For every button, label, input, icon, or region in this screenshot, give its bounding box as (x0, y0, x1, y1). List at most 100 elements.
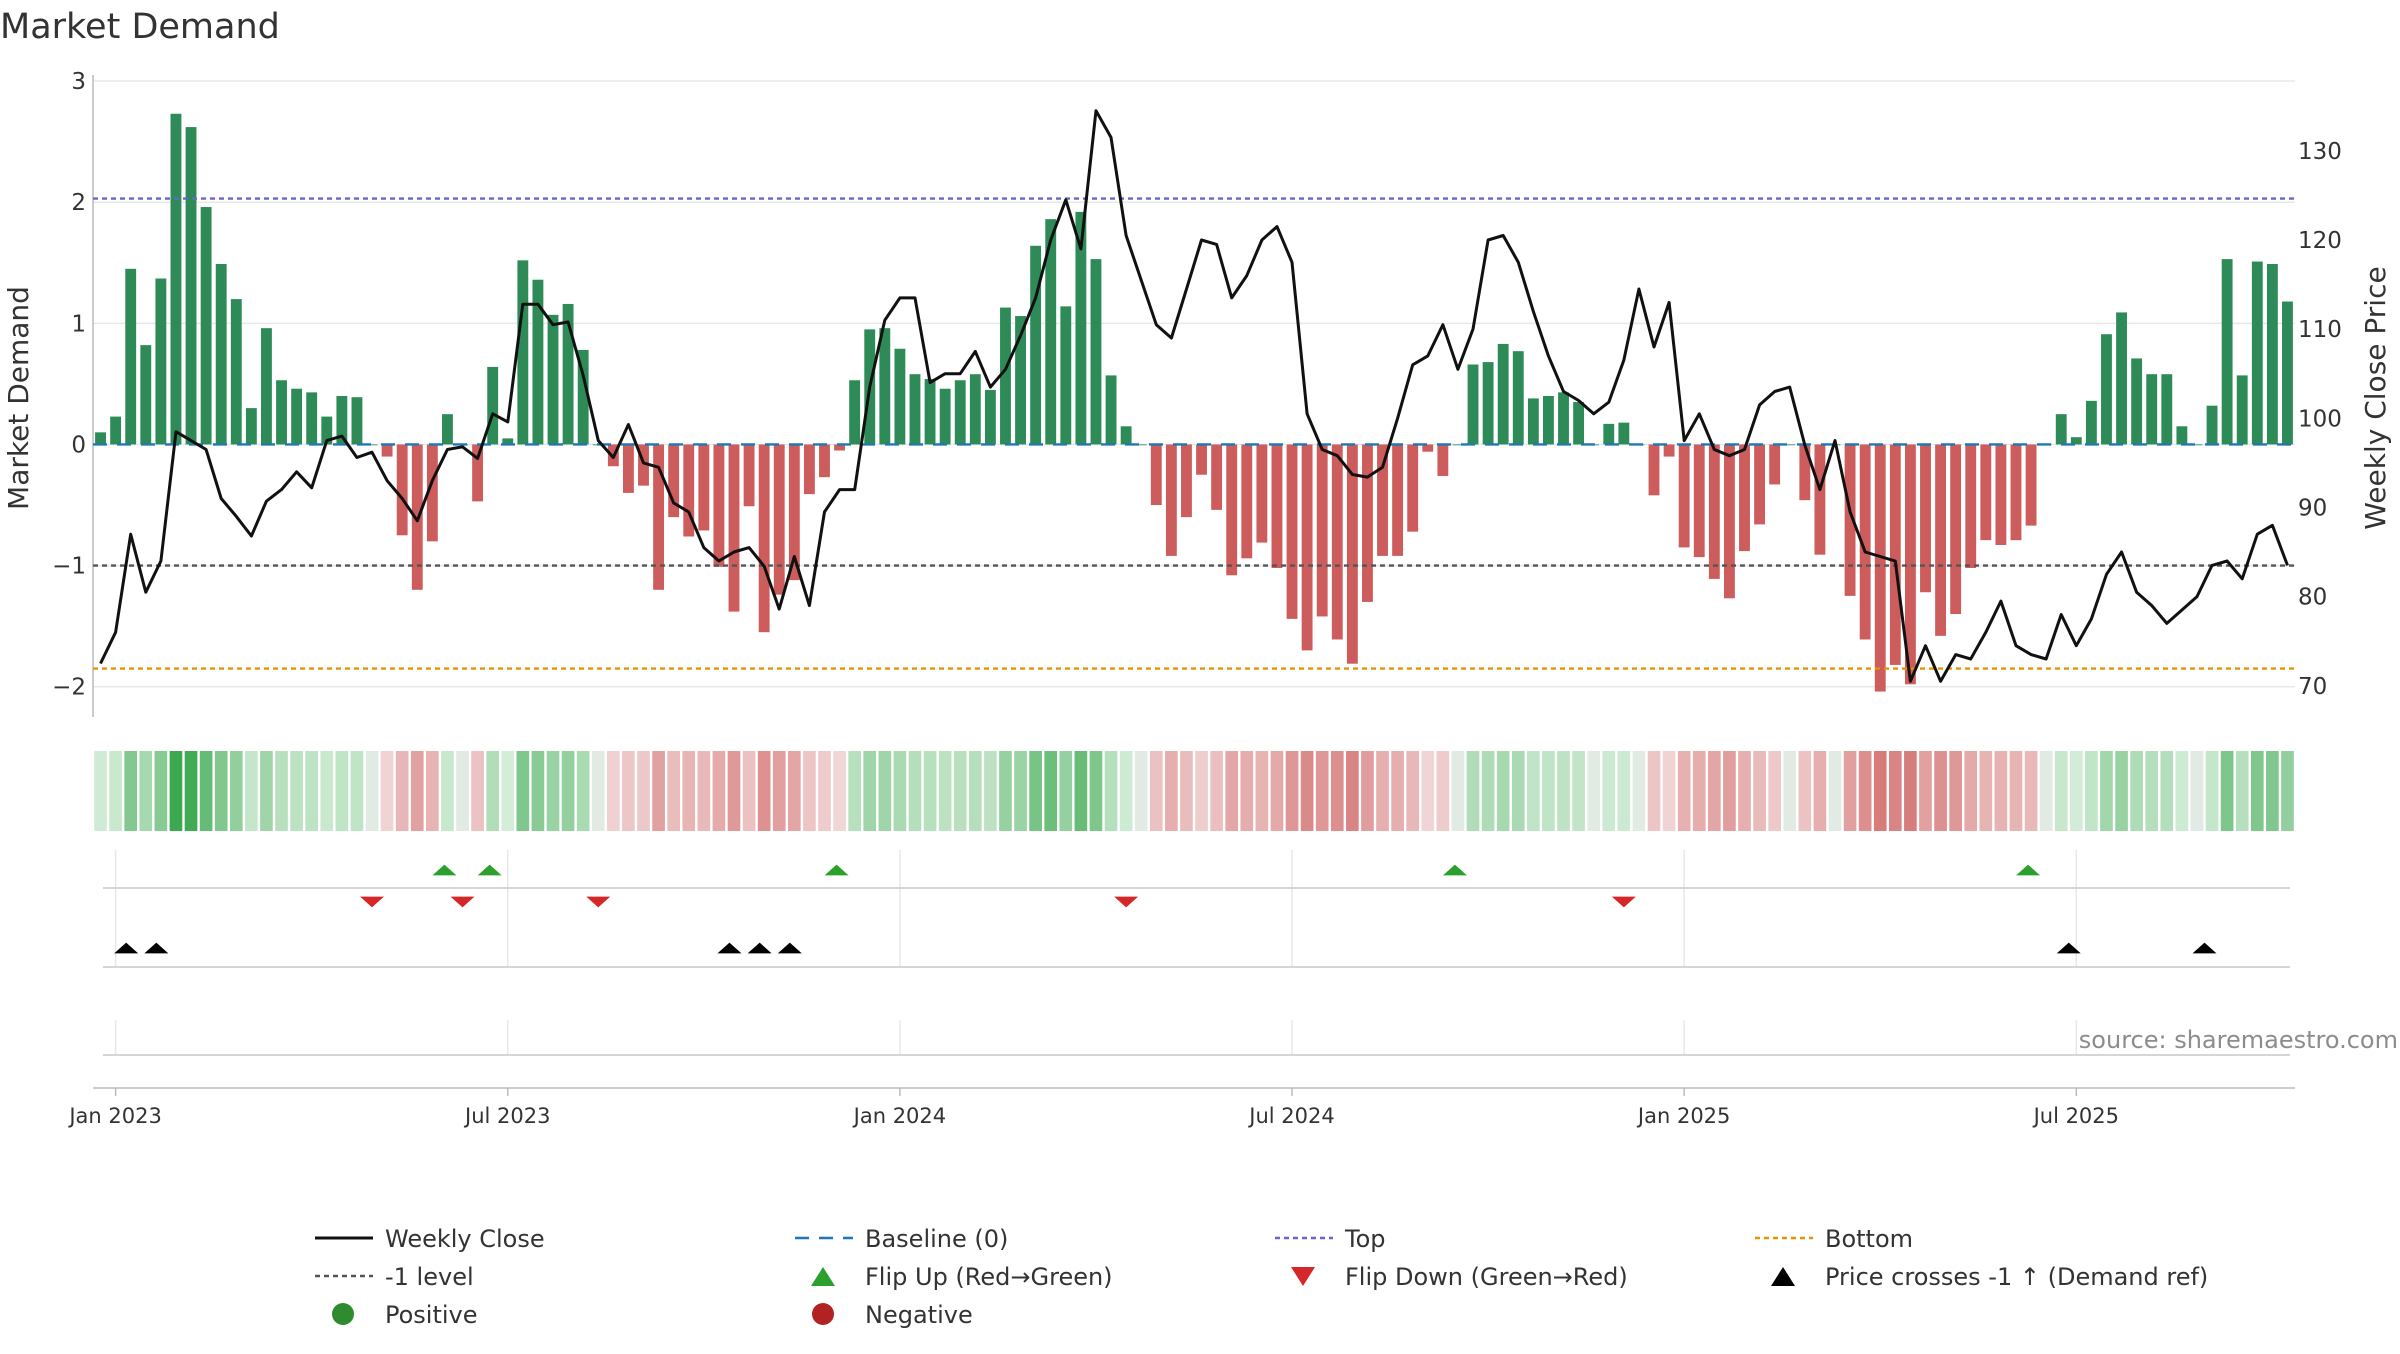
heat-cell (622, 751, 635, 831)
flip-up-marker (477, 864, 502, 876)
heat-cell (410, 751, 424, 831)
heat-cell (1376, 751, 1389, 831)
legend-label: Price crosses -1 ↑ (Demand ref) (1825, 1263, 2208, 1291)
demand-bar (472, 444, 484, 502)
heat-cell (652, 751, 665, 831)
demand-bar (924, 379, 936, 445)
demand-bar (1859, 444, 1871, 640)
heat-cell (772, 751, 786, 831)
heat-cell (697, 751, 711, 831)
demand-bar (743, 444, 755, 507)
heat-cell (365, 751, 379, 831)
legend-item: Negative (812, 1301, 973, 1329)
demand-bar (969, 374, 981, 445)
heat-cell (1934, 751, 1947, 831)
y-tick-left: −1 (52, 554, 86, 580)
price-cross-marker (2192, 942, 2217, 954)
demand-bar (1874, 444, 1886, 692)
legend-item: Weekly Close (315, 1225, 545, 1253)
y-tick-right: 100 (2298, 406, 2342, 432)
demand-bar (2251, 261, 2263, 445)
heat-cell (2281, 751, 2294, 831)
heat-cell (1888, 751, 1902, 831)
heat-cell (1858, 751, 1872, 831)
heat-cell (1511, 751, 1525, 831)
demand-bar (215, 263, 227, 445)
demand-bar (1226, 444, 1238, 576)
demand-bar (1015, 316, 1026, 445)
heat-cell (350, 751, 364, 831)
y-tick-right: 70 (2298, 674, 2327, 700)
y-tick-left: 0 (71, 432, 86, 458)
demand-bar (788, 444, 800, 581)
heat-cell (1406, 751, 1420, 831)
legend: Weekly Close Baseline (0) Top Bottom -1 leve… (315, 1225, 2208, 1329)
demand-bar (1558, 392, 1569, 445)
y-tick-right: 130 (2298, 139, 2342, 165)
heat-cell (395, 751, 409, 831)
demand-bar (517, 260, 529, 445)
demand-bar (381, 444, 393, 457)
tick-labels: −2 −1 0 1 2 3 70 80 90 100 110 120 130 Jan 2023 Jul 20… (52, 69, 2342, 1128)
heat-cell (1255, 751, 1269, 831)
demand-bar (819, 444, 830, 478)
heat-cell (2054, 751, 2068, 831)
heat-cell (1587, 751, 1601, 831)
heat-cell (818, 751, 831, 831)
demand-bar (2206, 405, 2218, 445)
demand-bar (1422, 444, 1434, 452)
heat-cell (999, 751, 1012, 831)
heat-cell (1542, 751, 1555, 831)
demand-bar (562, 303, 574, 445)
legend-item: Price crosses -1 ↑ (Demand ref) (1771, 1263, 2208, 1291)
demand-bar (1603, 423, 1615, 445)
demand-bar (396, 444, 408, 536)
legend-symbol-circle (812, 1303, 834, 1325)
demand-bar (834, 444, 845, 451)
heat-cell (380, 751, 394, 831)
y-tick-left: 1 (71, 311, 86, 337)
demand-bar (2191, 444, 2203, 446)
heat-cell (2130, 751, 2143, 831)
heat-cell (320, 751, 334, 831)
heat-cell (1330, 751, 1344, 831)
demand-bar (1769, 444, 1781, 485)
heat-cell (245, 751, 258, 831)
heat-cell (486, 751, 500, 831)
heat-cell (2266, 751, 2279, 831)
demand-bar (954, 380, 966, 445)
flip-up-marker (432, 864, 457, 876)
legend-label: Negative (865, 1301, 973, 1329)
legend-item: Top (1275, 1225, 1386, 1253)
demand-bar (1678, 444, 1690, 548)
demand-bar (683, 444, 695, 537)
demand-bar (502, 438, 514, 445)
flip-up-marker (2016, 864, 2041, 876)
demand-bar (2055, 414, 2067, 445)
heat-cell (305, 751, 319, 831)
heat-cell (546, 751, 560, 831)
heat-cell (1089, 751, 1103, 831)
heat-cell (878, 751, 892, 831)
heat-cell (1602, 751, 1616, 831)
demand-bar (291, 388, 303, 445)
demand-bar (758, 444, 770, 633)
demand-bar (245, 408, 257, 445)
heat-cell (1210, 751, 1223, 831)
demand-bar (95, 432, 106, 445)
demand-bar (2236, 375, 2248, 445)
heat-cell (1074, 751, 1088, 831)
demand-bar (1965, 444, 1977, 569)
x-tick-label: Jul 2024 (1247, 1104, 1334, 1128)
heat-cell (2039, 751, 2053, 831)
legend-symbol-circle (332, 1303, 354, 1325)
heat-cell (1270, 751, 1284, 831)
heat-cell (2024, 751, 2038, 831)
demand-bar (2131, 358, 2143, 445)
demand-bar (849, 380, 861, 445)
demand-bar (1784, 444, 1796, 446)
demand-bar (125, 268, 137, 445)
demand-bar (2025, 444, 2037, 526)
demand-bar (1105, 375, 1117, 445)
